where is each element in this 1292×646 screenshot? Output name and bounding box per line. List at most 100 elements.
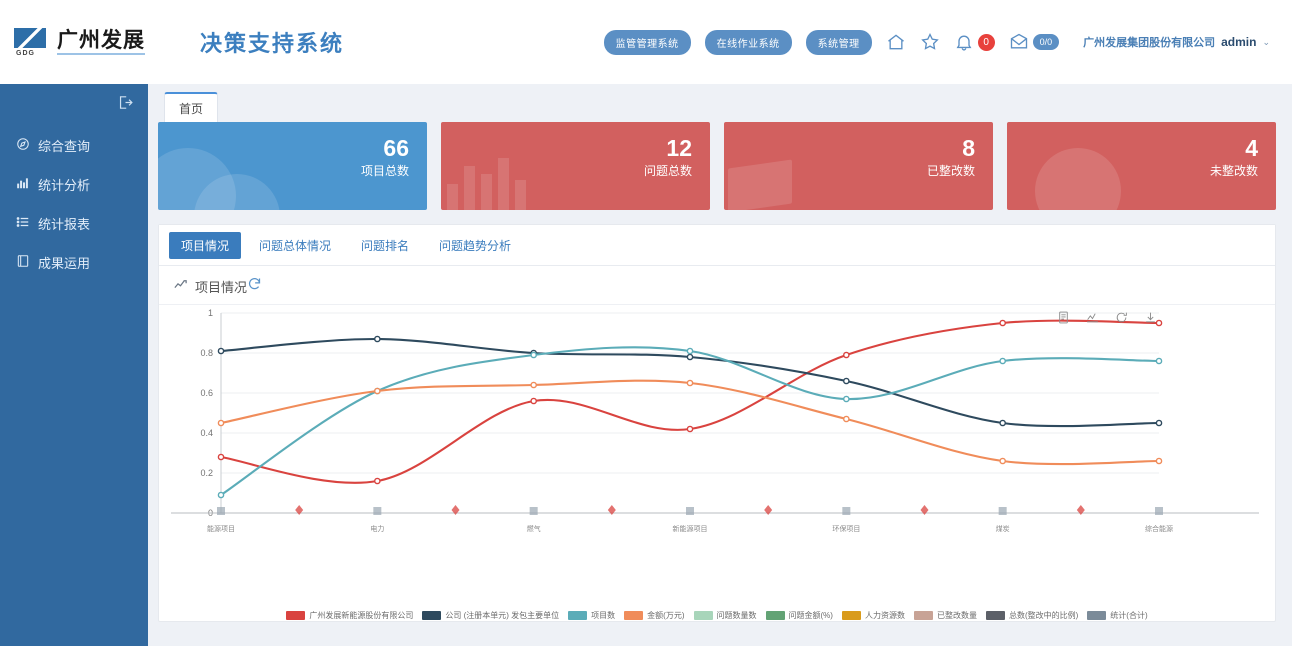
panel-title: 项目情况 [173, 277, 247, 296]
tab-issue-overview[interactable]: 问题总体情况 [259, 239, 332, 253]
panel-header: 项目情况 [159, 266, 1275, 305]
legend-label: 已整改数量 [936, 611, 977, 620]
tab-project-status[interactable]: 项目情况 [169, 232, 242, 259]
legend-item[interactable]: 问题数量数 [693, 610, 757, 621]
svg-text:1: 1 [208, 308, 213, 318]
sub-tabbar: 项目情况 问题总体情况 问题排名 问题趋势分析 [159, 225, 1275, 266]
page-tabbar: 首页 [158, 92, 1276, 122]
sidebar-item-label: 成果运用 [38, 256, 91, 271]
legend-swatch [765, 611, 785, 620]
chart-container: 0 0.2 0.4 0.6 0.8 1 能源项目 电力 燃气 新能源项目 环保项目 煤炭 综合能源 广州… [159, 305, 1275, 625]
legend-label: 统计(合计) [1110, 611, 1148, 620]
legend-item[interactable]: 广州发展新能源股份有限公司 [286, 610, 413, 621]
sidebar-item-statistical-report[interactable]: 统计报表 [0, 204, 148, 243]
stat-cards: 66 项目总数 12 问题总数 8 已整改数 4 未整改数 [158, 122, 1276, 210]
legend-item[interactable]: 人力资源数 [841, 610, 905, 621]
stat-value: 4 [1245, 135, 1258, 161]
chart-toolbox [1057, 311, 1157, 329]
panel-title-text: 项目情况 [195, 279, 248, 295]
legend-item[interactable]: 项目数 [568, 610, 615, 621]
svg-text:新能源项目: 新能源项目 [673, 524, 708, 533]
legend-swatch [913, 611, 933, 620]
svg-text:综合能源: 综合能源 [1145, 524, 1173, 533]
tab-issue-ranking[interactable]: 问题排名 [361, 239, 410, 253]
list-icon [16, 215, 30, 232]
notifications[interactable]: 0 [954, 32, 995, 52]
stat-card-total-projects[interactable]: 66 项目总数 [158, 122, 427, 210]
legend-item[interactable]: 金额(万元) [624, 610, 685, 621]
svg-text:煤炭: 煤炭 [996, 524, 1010, 533]
sidebar-collapse[interactable] [0, 90, 148, 126]
sidebar-item-results-application[interactable]: 成果运用 [0, 243, 148, 282]
stat-card-rectified[interactable]: 8 已整改数 [724, 122, 993, 210]
stat-label: 项目总数 [360, 164, 409, 178]
svg-text:电力: 电力 [370, 524, 384, 533]
chart-legend: 广州发展新能源股份有限公司 公司 (注册本单元) 发包主要单位 项目数 金额(万元) 问… [159, 610, 1275, 621]
svg-text:环保项目: 环保项目 [832, 524, 860, 533]
legend-swatch [624, 611, 644, 620]
stat-label: 问题总数 [643, 164, 692, 178]
chevron-down-icon[interactable]: ⌄ [1262, 36, 1270, 47]
sidebar-item-comprehensive-query[interactable]: 综合查询 [0, 126, 148, 165]
legend-label: 项目数 [591, 611, 616, 620]
sidebar-item-statistical-analysis[interactable]: 统计分析 [0, 165, 148, 204]
legend-label: 金额(万元) [647, 611, 685, 620]
legend-item[interactable]: 公司 (注册本单元) 发包主要单位 [422, 610, 559, 621]
svg-text:0.6: 0.6 [200, 388, 213, 398]
stat-card-not-rectified[interactable]: 4 未整改数 [1007, 122, 1276, 210]
legend-item[interactable]: 统计(合计) [1087, 610, 1148, 621]
home-icon[interactable] [886, 32, 906, 52]
stat-label: 已整改数 [926, 164, 975, 178]
company-name: 广州发展集团股份有限公司 [1083, 37, 1216, 49]
compass-icon [16, 137, 30, 154]
app-title: 决策支持系统 [200, 31, 345, 56]
legend-label: 广州发展新能源股份有限公司 [309, 611, 414, 620]
collapse-icon[interactable] [117, 94, 134, 116]
username: admin [1221, 35, 1257, 49]
system-pill-online-ops[interactable]: 在线作业系统 [704, 29, 792, 55]
star-icon[interactable] [920, 32, 940, 52]
bell-icon[interactable] [954, 32, 974, 52]
data-view-icon[interactable] [1057, 311, 1070, 329]
line-chart-icon [173, 277, 188, 295]
gdg-logo-icon: GDG [14, 28, 48, 57]
message-badge: 0/0 [1032, 34, 1060, 50]
svg-text:能源项目: 能源项目 [207, 524, 235, 533]
svg-text:0.4: 0.4 [200, 428, 213, 438]
legend-swatch [1087, 611, 1107, 620]
book-icon [16, 254, 30, 271]
save-image-icon[interactable] [1144, 311, 1157, 329]
messages[interactable]: 0/0 [1009, 32, 1060, 52]
legend-label: 问题金额(%) [788, 611, 833, 620]
legend-item[interactable]: 总数(整改中的比例) [985, 610, 1078, 621]
legend-swatch [286, 611, 306, 620]
system-pill-system-mgmt[interactable]: 系统管理 [805, 29, 872, 55]
legend-label: 公司 (注册本单元) 发包主要单位 [445, 611, 560, 620]
legend-swatch [693, 611, 713, 620]
bar-chart-icon [16, 176, 30, 193]
logo-text: GDG [16, 50, 35, 57]
stat-value: 12 [666, 135, 692, 161]
stat-value: 8 [962, 135, 975, 161]
decoration-bars [447, 154, 526, 210]
stat-card-total-issues[interactable]: 12 问题总数 [441, 122, 710, 210]
tab-issue-trend[interactable]: 问题趋势分析 [439, 239, 512, 253]
user-menu[interactable]: 广州发展集团股份有限公司 admin ⌄ [1083, 34, 1270, 50]
stat-label: 未整改数 [1209, 164, 1258, 178]
restore-icon[interactable] [1115, 311, 1128, 329]
legend-item[interactable]: 问题金额(%) [765, 610, 833, 621]
stat-value: 66 [383, 135, 409, 161]
legend-item[interactable]: 已整改数量 [913, 610, 977, 621]
header-actions: 监管管理系统 在线作业系统 系统管理 0 [603, 29, 1292, 55]
message-icon[interactable] [1009, 32, 1029, 52]
refresh-icon[interactable] [247, 276, 262, 296]
legend-swatch [422, 611, 442, 620]
svg-text:0.2: 0.2 [200, 468, 213, 478]
sidebar: 综合查询 统计分析 统计报表 成果运用 [0, 84, 148, 646]
legend-swatch [568, 611, 588, 620]
system-pill-supervision[interactable]: 监管管理系统 [603, 29, 691, 55]
bell-badge: 0 [977, 33, 995, 51]
page-tab-home[interactable]: 首页 [164, 92, 219, 122]
line-bar-switch-icon[interactable] [1086, 311, 1099, 329]
